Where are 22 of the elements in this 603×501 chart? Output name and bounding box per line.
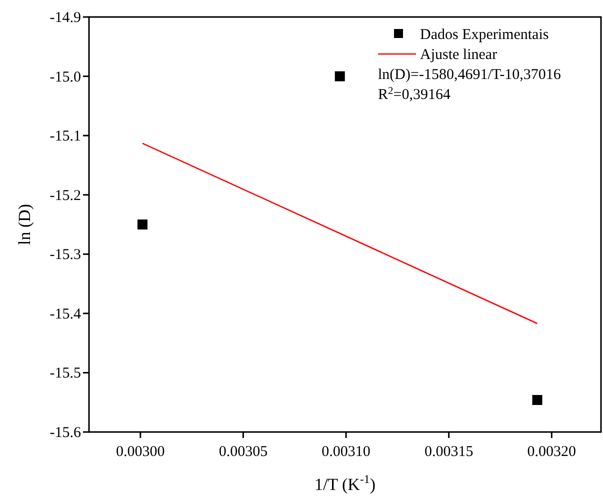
y-tick-label: -15.0 xyxy=(50,69,81,86)
x-tick-label: 0.00300 xyxy=(116,444,165,460)
point xyxy=(137,220,148,230)
annotation: R$^{2}$=0,39164 xyxy=(378,86,451,103)
y-tick-label: -15.5 xyxy=(50,366,81,382)
y-tick-label: -15.3 xyxy=(50,247,81,264)
x-axis-title: 1/T (K$^{-1}$) xyxy=(314,472,376,494)
y-tick-label: -15.1 xyxy=(50,128,81,145)
y-tick-label: -15.2 xyxy=(50,188,81,204)
y-axis-title: ln (D) xyxy=(15,204,34,246)
y-tick-label: -14.9 xyxy=(50,10,81,26)
x-tick-label: 0.00315 xyxy=(424,444,474,460)
legend-label: Dados Experimentais xyxy=(420,27,549,43)
point xyxy=(334,71,345,82)
y-tick-label: -15.6 xyxy=(50,425,82,441)
x-tick-label: 0.00320 xyxy=(527,444,576,460)
annotation: ln(D)=-1580,4691/T-10,37016 xyxy=(378,67,562,83)
x-tick-label: 0.00310 xyxy=(322,444,370,460)
legend-label: Ajuste linear xyxy=(420,47,498,63)
point xyxy=(532,394,542,405)
y-tick-label: -15.4 xyxy=(50,306,82,322)
x-tick-label: 0.00305 xyxy=(218,444,268,460)
